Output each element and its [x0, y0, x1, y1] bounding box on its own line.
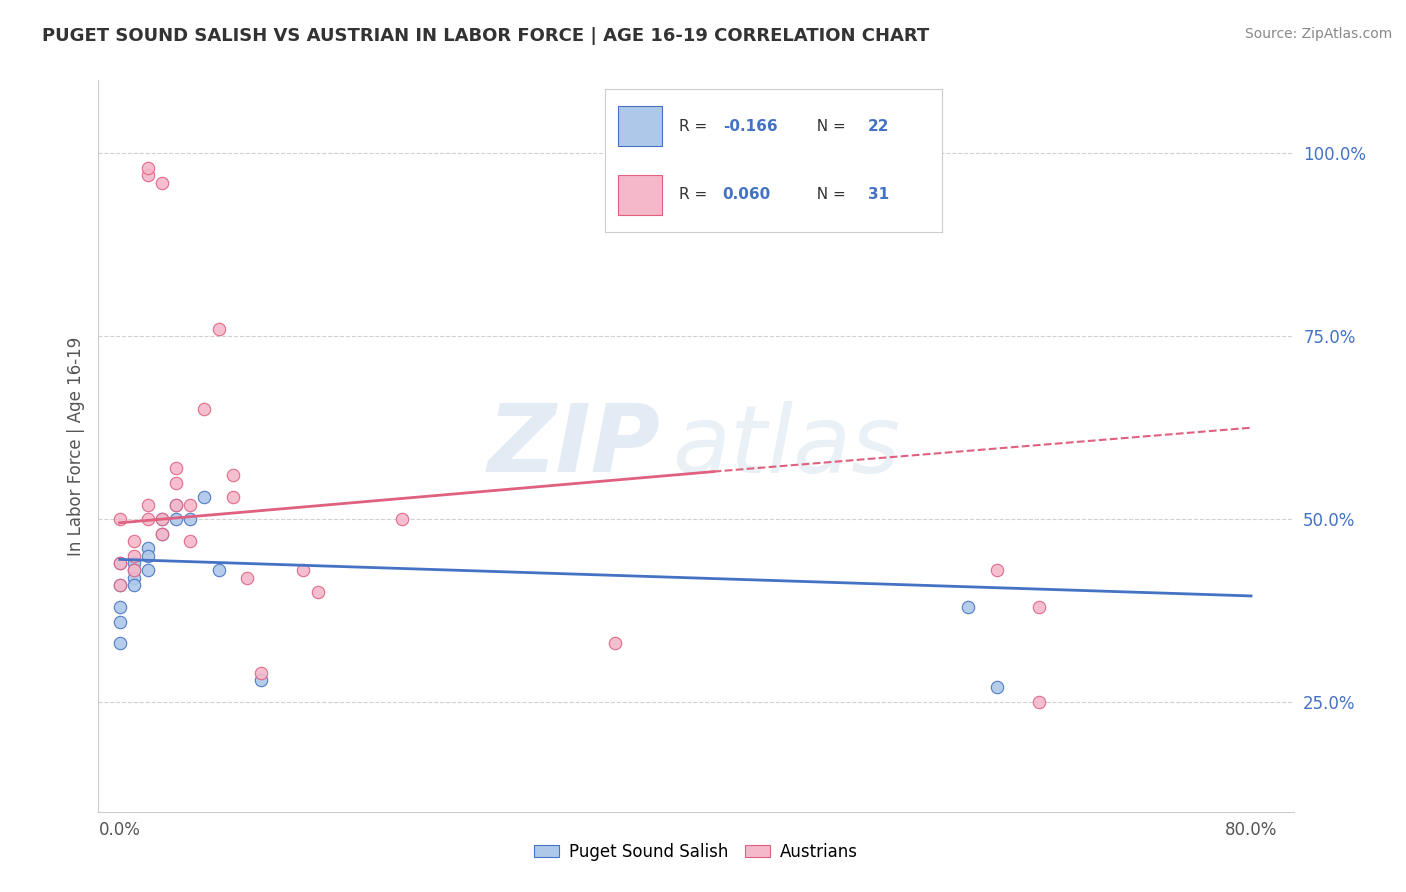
Point	[150, 526, 173, 541]
Point	[108, 615, 131, 629]
FancyBboxPatch shape	[619, 106, 662, 146]
Text: Source: ZipAtlas.com: Source: ZipAtlas.com	[1244, 27, 1392, 41]
Point	[603, 636, 626, 650]
Point	[150, 526, 173, 541]
Point	[250, 665, 273, 680]
Point	[122, 578, 145, 592]
Point	[122, 571, 145, 585]
Point	[391, 512, 413, 526]
Text: R =: R =	[679, 187, 711, 202]
Text: 31: 31	[868, 187, 889, 202]
Point	[108, 512, 131, 526]
Point	[136, 541, 159, 556]
Point	[136, 169, 159, 183]
Point	[136, 161, 159, 175]
Point	[208, 322, 231, 336]
Point	[193, 402, 215, 417]
Point	[108, 556, 131, 570]
Point	[136, 498, 159, 512]
Text: 0.060: 0.060	[723, 187, 770, 202]
Point	[222, 490, 245, 504]
Point	[1028, 695, 1050, 709]
Point	[165, 475, 187, 490]
Point	[150, 176, 173, 190]
Point	[136, 549, 159, 563]
Text: 22: 22	[868, 119, 889, 134]
Point	[957, 599, 980, 614]
Point	[165, 512, 187, 526]
Point	[108, 556, 131, 570]
Point	[292, 563, 315, 577]
Text: N =: N =	[807, 187, 851, 202]
Point	[108, 578, 131, 592]
Text: atlas: atlas	[672, 401, 900, 491]
Point	[250, 673, 273, 687]
Text: N =: N =	[807, 119, 851, 134]
Text: PUGET SOUND SALISH VS AUSTRIAN IN LABOR FORCE | AGE 16-19 CORRELATION CHART: PUGET SOUND SALISH VS AUSTRIAN IN LABOR …	[42, 27, 929, 45]
Y-axis label: In Labor Force | Age 16-19: In Labor Force | Age 16-19	[66, 336, 84, 556]
Point	[179, 512, 201, 526]
Point	[208, 563, 231, 577]
Point	[193, 490, 215, 504]
Text: -0.166: -0.166	[723, 119, 778, 134]
Point	[165, 461, 187, 475]
Point	[136, 512, 159, 526]
Point	[150, 512, 173, 526]
Point	[108, 636, 131, 650]
Point	[165, 498, 187, 512]
Point	[986, 681, 1008, 695]
Point	[122, 556, 145, 570]
Point	[108, 599, 131, 614]
Point	[986, 563, 1008, 577]
Point	[136, 563, 159, 577]
Point	[307, 585, 329, 599]
Point	[179, 498, 201, 512]
Point	[108, 578, 131, 592]
Text: R =: R =	[679, 119, 711, 134]
FancyBboxPatch shape	[619, 175, 662, 215]
Point	[165, 498, 187, 512]
Point	[122, 549, 145, 563]
Point	[1028, 599, 1050, 614]
Point	[179, 534, 201, 549]
Point	[222, 468, 245, 483]
Legend: Puget Sound Salish, Austrians: Puget Sound Salish, Austrians	[526, 835, 866, 869]
Text: ZIP: ZIP	[488, 400, 661, 492]
Point	[122, 563, 145, 577]
Point	[150, 512, 173, 526]
Point	[122, 563, 145, 577]
Point	[122, 534, 145, 549]
Point	[236, 571, 259, 585]
